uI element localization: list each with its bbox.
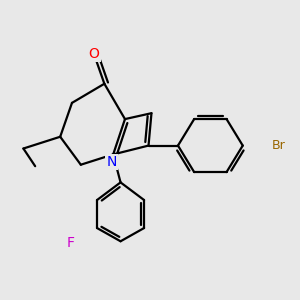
Text: Br: Br	[272, 139, 286, 152]
Text: N: N	[106, 155, 117, 169]
Text: O: O	[88, 47, 100, 61]
Text: F: F	[67, 236, 74, 250]
